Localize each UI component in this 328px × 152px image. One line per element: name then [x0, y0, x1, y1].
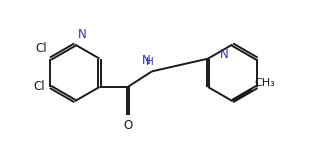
Text: CH₃: CH₃ [254, 78, 275, 88]
Text: Cl: Cl [36, 42, 47, 55]
Text: O: O [123, 119, 133, 132]
Text: H: H [146, 57, 154, 67]
Text: Cl: Cl [33, 80, 45, 93]
Text: N: N [220, 48, 229, 61]
Text: N: N [78, 28, 87, 41]
Text: N: N [142, 54, 150, 67]
